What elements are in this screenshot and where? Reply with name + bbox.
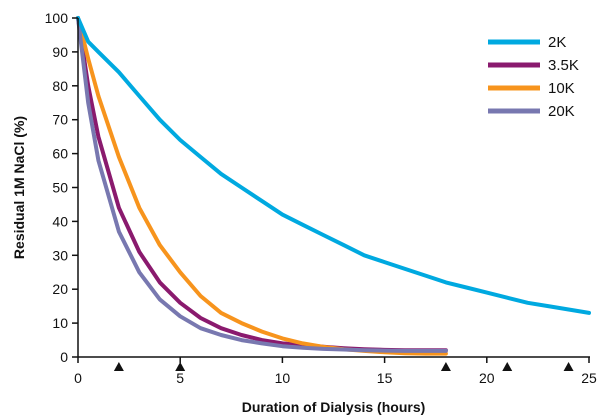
series-line-3-5k bbox=[76, 16, 448, 353]
triangle-marker bbox=[175, 362, 186, 371]
y-tick-label: 60 bbox=[52, 146, 68, 162]
x-tick-label: 5 bbox=[176, 370, 184, 386]
triangle-marker bbox=[440, 362, 451, 371]
y-tick-label: 30 bbox=[52, 247, 68, 263]
y-tick-label: 40 bbox=[52, 213, 68, 229]
legend-label: 2K bbox=[548, 34, 566, 51]
x-tick-label: 25 bbox=[581, 370, 597, 386]
x-axis-title: Duration of Dialysis (hours) bbox=[242, 399, 426, 415]
legend: 2K 3.5K 10K 20K bbox=[488, 34, 579, 120]
x-ticks: 0 5 10 15 20 25 bbox=[74, 357, 597, 386]
y-tick-label: 100 bbox=[45, 10, 69, 26]
y-axis-title: Residual 1M NaCl (%) bbox=[11, 116, 27, 259]
y-ticks: 0 10 20 30 40 50 60 70 80 90 100 bbox=[45, 10, 78, 365]
series-line-2k bbox=[76, 16, 591, 315]
legend-label: 3.5K bbox=[548, 57, 579, 74]
x-tick-label: 10 bbox=[275, 370, 291, 386]
triangle-marker bbox=[502, 362, 513, 371]
y-tick-label: 70 bbox=[52, 112, 68, 128]
triangle-marker bbox=[113, 362, 124, 371]
y-tick-label: 20 bbox=[52, 281, 68, 297]
axes: 0 5 10 15 20 25 0 10 20 30 40 50 60 70 80 90 100 bbox=[45, 10, 597, 386]
triangle-markers bbox=[113, 362, 574, 371]
series-line-20k bbox=[76, 16, 448, 353]
y-tick-label: 10 bbox=[52, 315, 68, 331]
y-tick-label: 0 bbox=[60, 349, 68, 365]
y-tick-label: 50 bbox=[52, 180, 68, 196]
series-line-10k bbox=[76, 16, 448, 356]
y-tick-label: 90 bbox=[52, 44, 68, 60]
legend-label: 10K bbox=[548, 80, 575, 97]
triangle-marker bbox=[563, 362, 574, 371]
plot-lines bbox=[76, 16, 591, 356]
x-tick-label: 20 bbox=[479, 370, 495, 386]
x-tick-label: 0 bbox=[74, 370, 82, 386]
y-tick-label: 80 bbox=[52, 78, 68, 94]
x-tick-label: 15 bbox=[377, 370, 393, 386]
legend-label: 20K bbox=[548, 103, 575, 120]
